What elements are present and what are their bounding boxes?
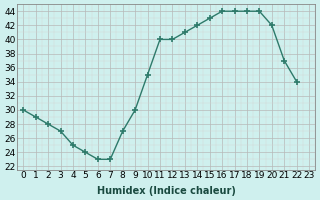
X-axis label: Humidex (Indice chaleur): Humidex (Indice chaleur) bbox=[97, 186, 236, 196]
